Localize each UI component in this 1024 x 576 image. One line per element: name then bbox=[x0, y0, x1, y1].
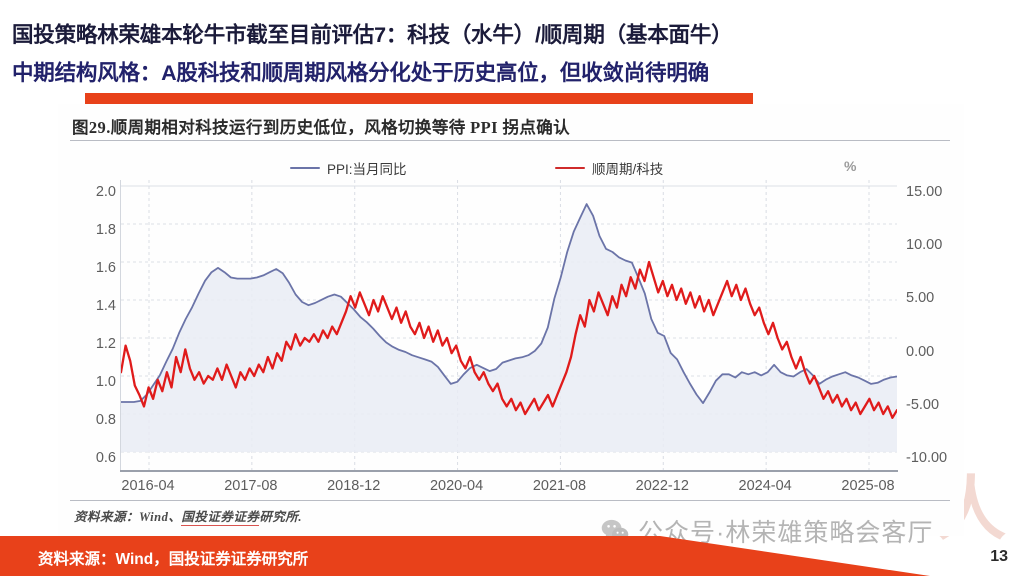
x-axis-labels: 2016-04 2017-08 2018-12 2020-04 2021-08 2022-… bbox=[120, 474, 896, 500]
source-prefix: 资料来源：Wind、 bbox=[74, 510, 182, 524]
axis-tick: 2025-08 bbox=[841, 478, 895, 494]
axis-tick: 2016-04 bbox=[121, 478, 175, 494]
axis-tick: 2018-12 bbox=[327, 478, 381, 494]
y-axis-left: 2.0 1.8 1.6 1.4 1.2 1.0 0.8 0.6 bbox=[70, 184, 116, 466]
plot-area bbox=[120, 180, 897, 470]
accent-bar-divider bbox=[85, 93, 753, 104]
page-number: 13 bbox=[990, 548, 1008, 565]
chart-source-note: 资料来源：Wind、国投证券证券研究所. bbox=[74, 506, 302, 526]
plot-area-wrapper: 2.0 1.8 1.6 1.4 1.2 1.0 0.8 0.6 15.00 10.00 5.00 0… bbox=[58, 180, 964, 494]
axis-tick: -5.00 bbox=[906, 396, 940, 413]
source-suffix: 研究所. bbox=[259, 510, 302, 524]
source-divider bbox=[70, 500, 950, 501]
axis-tick: 0.8 bbox=[95, 412, 116, 428]
title-divider bbox=[70, 140, 950, 141]
axis-tick: 2022-12 bbox=[635, 478, 689, 494]
legend-item-ppi[interactable]: PPI:当月同比 bbox=[290, 158, 407, 178]
axis-tick: -10.00 bbox=[906, 450, 948, 466]
axis-tick: 1.4 bbox=[95, 298, 116, 314]
axis-tick: 2020-04 bbox=[429, 478, 484, 494]
axis-tick: 1.0 bbox=[95, 374, 116, 390]
axis-tick: 0.00 bbox=[906, 343, 935, 360]
x-axis-line bbox=[120, 470, 898, 472]
axis-tick: 1.6 bbox=[95, 260, 116, 276]
legend-swatch-procyclical bbox=[555, 166, 585, 170]
chart-legend: PPI:当月同比 顺周期/科技 bbox=[58, 156, 964, 182]
figure-title: 图29.顺周期相对科技运行到历史低位，风格切换等待 PPI 拐点确认 bbox=[72, 118, 571, 137]
y-axis-right: 15.00 10.00 5.00 0.00 -5.00 -10.00 bbox=[900, 184, 962, 466]
axis-tick: 2017-08 bbox=[224, 478, 278, 494]
legend-label-procyclical: 顺周期/科技 bbox=[592, 162, 664, 177]
axis-tick: 2024-04 bbox=[738, 478, 792, 494]
footer-source-label: 资料来源：Wind，国投证券证券研究所 bbox=[38, 551, 309, 568]
axis-tick: 2.0 bbox=[95, 184, 116, 200]
page-subtitle: 中期结构风格：A股科技和顺周期风格分化处于历史高位，但收敛尚待明确 bbox=[12, 61, 709, 85]
chart-card: 图29.顺周期相对科技运行到历史低位，风格切换等待 PPI 拐点确认 PPI:当… bbox=[58, 104, 964, 536]
axis-tick: 10.00 bbox=[906, 237, 943, 254]
legend-item-procyclical[interactable]: 顺周期/科技 bbox=[555, 158, 663, 178]
page-title: 国投策略林荣雄本轮牛市截至目前评估7：科技（水牛）/顺周期（基本面牛） bbox=[12, 23, 733, 47]
axis-tick: 15.00 bbox=[906, 184, 943, 200]
chart-svg bbox=[121, 180, 897, 470]
axis-tick: 1.2 bbox=[95, 336, 116, 352]
unit-label: % bbox=[844, 158, 857, 174]
axis-tick: 2021-08 bbox=[532, 478, 587, 494]
axis-tick: 0.6 bbox=[95, 450, 116, 466]
source-link[interactable]: 国投证券证券 bbox=[181, 510, 260, 526]
legend-label-ppi: PPI:当月同比 bbox=[327, 162, 407, 177]
axis-tick: 5.00 bbox=[906, 290, 935, 307]
legend-swatch-ppi bbox=[290, 166, 320, 170]
axis-tick: 1.8 bbox=[95, 222, 116, 238]
